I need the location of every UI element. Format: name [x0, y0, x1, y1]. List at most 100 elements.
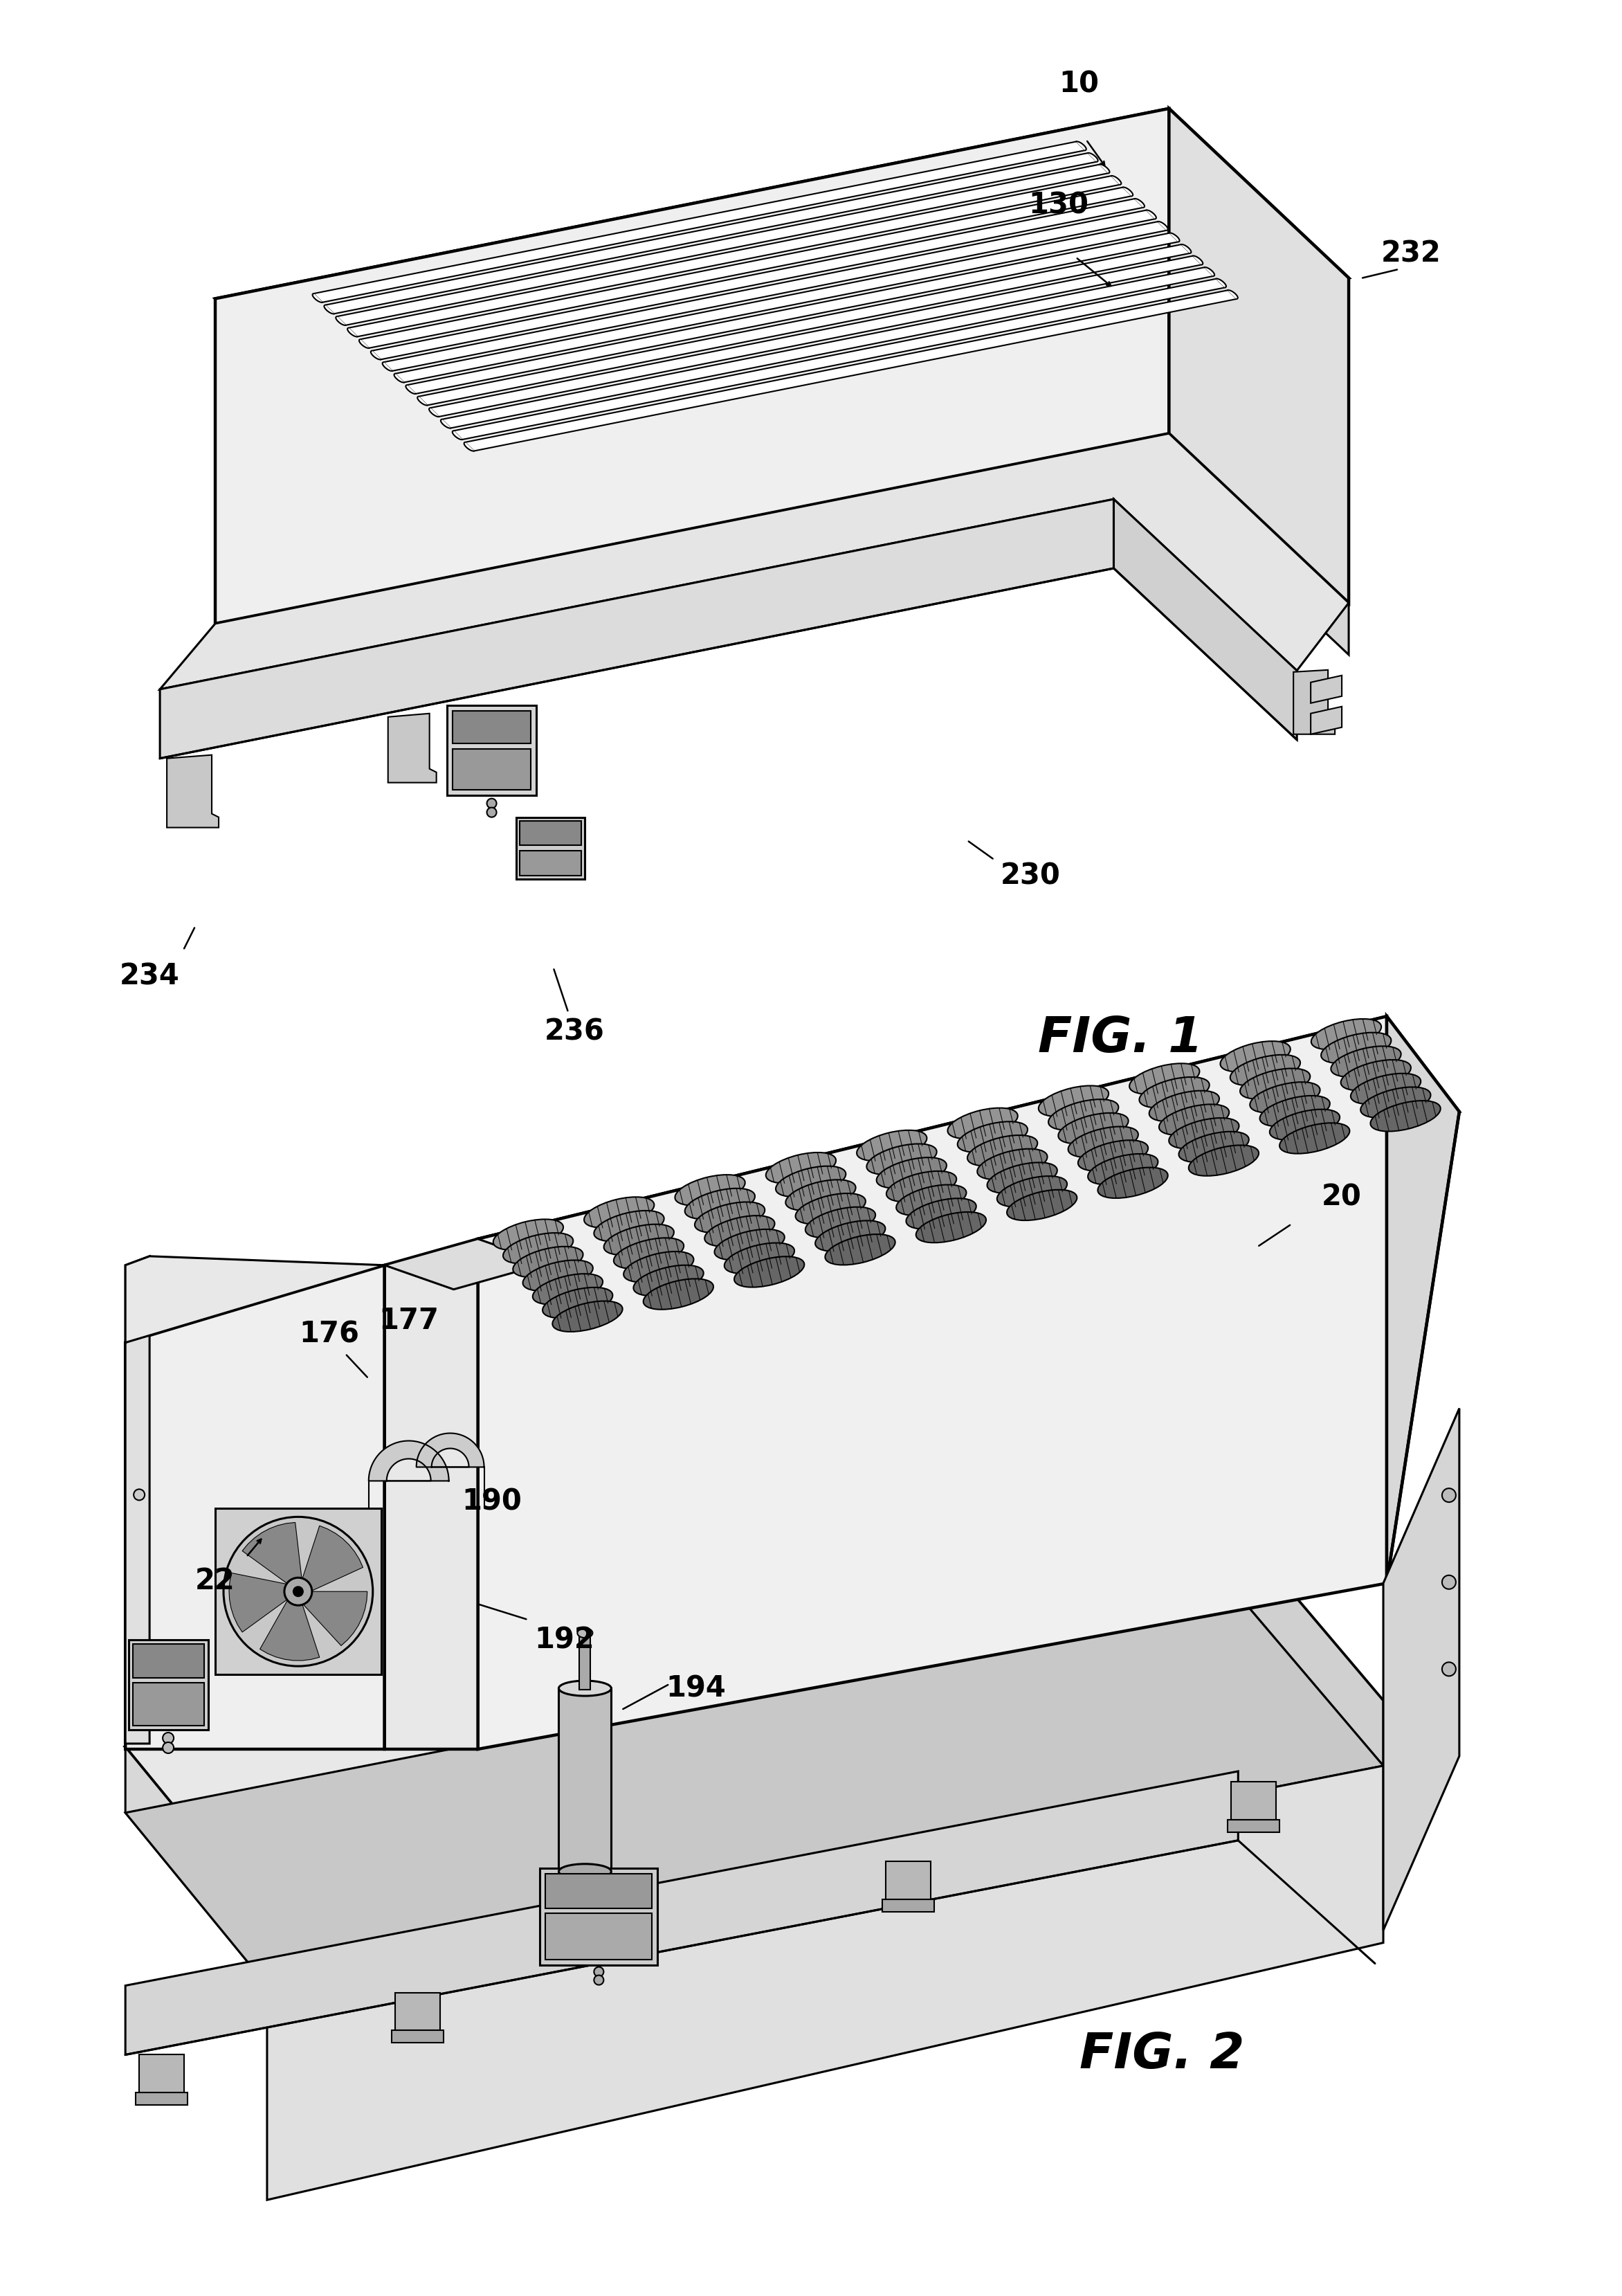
- Polygon shape: [242, 1522, 302, 1584]
- Polygon shape: [1228, 289, 1238, 298]
- Ellipse shape: [694, 1203, 766, 1233]
- Ellipse shape: [634, 1265, 704, 1295]
- Text: 236: 236: [545, 1017, 605, 1047]
- Polygon shape: [302, 1527, 363, 1591]
- Ellipse shape: [553, 1302, 623, 1332]
- Polygon shape: [453, 748, 530, 790]
- Text: 177: 177: [378, 1306, 440, 1334]
- Ellipse shape: [1270, 1109, 1340, 1141]
- Ellipse shape: [684, 1189, 754, 1219]
- Polygon shape: [125, 1596, 1384, 1986]
- Polygon shape: [394, 1993, 440, 2030]
- Ellipse shape: [1311, 1019, 1382, 1049]
- Polygon shape: [453, 278, 1225, 439]
- Ellipse shape: [1148, 1091, 1220, 1120]
- Polygon shape: [1158, 220, 1168, 230]
- Ellipse shape: [1069, 1127, 1139, 1157]
- Ellipse shape: [675, 1176, 744, 1205]
- Polygon shape: [216, 108, 1350, 471]
- Polygon shape: [406, 386, 415, 395]
- Text: 234: 234: [120, 962, 180, 992]
- Ellipse shape: [493, 1219, 563, 1249]
- Ellipse shape: [543, 1288, 613, 1318]
- Polygon shape: [519, 850, 582, 877]
- Ellipse shape: [735, 1256, 805, 1288]
- Ellipse shape: [522, 1261, 594, 1290]
- Ellipse shape: [503, 1233, 573, 1263]
- Polygon shape: [1216, 278, 1226, 287]
- Circle shape: [224, 1518, 373, 1667]
- Circle shape: [292, 1587, 303, 1598]
- Polygon shape: [125, 1256, 149, 1743]
- Polygon shape: [453, 712, 530, 744]
- Polygon shape: [1205, 266, 1215, 276]
- Polygon shape: [545, 1913, 652, 1958]
- Ellipse shape: [704, 1215, 775, 1247]
- Text: FIG. 2: FIG. 2: [1080, 2032, 1244, 2078]
- Polygon shape: [1194, 255, 1204, 264]
- Ellipse shape: [584, 1196, 654, 1228]
- Ellipse shape: [623, 1251, 694, 1281]
- Ellipse shape: [1351, 1075, 1421, 1104]
- Polygon shape: [1169, 232, 1179, 241]
- Polygon shape: [545, 1874, 652, 1908]
- Polygon shape: [441, 266, 1213, 427]
- Polygon shape: [516, 817, 586, 879]
- Ellipse shape: [876, 1157, 947, 1187]
- Polygon shape: [360, 188, 1132, 349]
- Polygon shape: [1077, 142, 1087, 149]
- Ellipse shape: [1139, 1077, 1210, 1107]
- Ellipse shape: [916, 1212, 986, 1242]
- Polygon shape: [453, 432, 462, 439]
- Ellipse shape: [1241, 1068, 1311, 1100]
- Ellipse shape: [998, 1176, 1067, 1208]
- Polygon shape: [349, 177, 1121, 338]
- Ellipse shape: [1320, 1033, 1392, 1063]
- Polygon shape: [161, 434, 1350, 689]
- Polygon shape: [125, 1529, 1384, 1919]
- Polygon shape: [1228, 1821, 1280, 1832]
- Polygon shape: [430, 409, 440, 418]
- Ellipse shape: [577, 1628, 592, 1637]
- Polygon shape: [407, 232, 1179, 395]
- Polygon shape: [216, 108, 1169, 625]
- Polygon shape: [1114, 498, 1298, 739]
- Polygon shape: [1100, 165, 1109, 172]
- Circle shape: [133, 1490, 144, 1499]
- Polygon shape: [128, 1639, 208, 1729]
- Bar: [579, 1632, 590, 1690]
- Text: 194: 194: [665, 1674, 725, 1704]
- Ellipse shape: [603, 1224, 673, 1256]
- Text: 10: 10: [1059, 69, 1100, 99]
- Circle shape: [162, 1743, 174, 1754]
- Polygon shape: [519, 820, 582, 845]
- Circle shape: [1442, 1488, 1457, 1502]
- Ellipse shape: [1007, 1189, 1077, 1221]
- Ellipse shape: [856, 1130, 926, 1162]
- Polygon shape: [1311, 707, 1341, 735]
- Polygon shape: [384, 1240, 547, 1290]
- Ellipse shape: [1371, 1100, 1440, 1132]
- Ellipse shape: [1079, 1141, 1148, 1171]
- Polygon shape: [1384, 1407, 1460, 1931]
- Polygon shape: [313, 294, 323, 303]
- Text: 130: 130: [1028, 191, 1088, 220]
- Ellipse shape: [1251, 1081, 1320, 1114]
- Polygon shape: [125, 1256, 384, 1343]
- Polygon shape: [1135, 200, 1145, 207]
- Ellipse shape: [1260, 1095, 1330, 1127]
- Polygon shape: [371, 200, 1144, 360]
- Text: 20: 20: [1322, 1182, 1362, 1212]
- Polygon shape: [466, 289, 1238, 450]
- Text: 190: 190: [462, 1488, 522, 1515]
- Ellipse shape: [513, 1247, 582, 1277]
- Polygon shape: [418, 243, 1191, 406]
- Circle shape: [594, 1968, 603, 1977]
- Polygon shape: [478, 1017, 1460, 1334]
- Polygon shape: [324, 305, 334, 315]
- Polygon shape: [1293, 670, 1335, 735]
- Ellipse shape: [816, 1221, 886, 1251]
- Ellipse shape: [1332, 1047, 1401, 1077]
- Polygon shape: [133, 1683, 204, 1727]
- Polygon shape: [540, 1869, 657, 1965]
